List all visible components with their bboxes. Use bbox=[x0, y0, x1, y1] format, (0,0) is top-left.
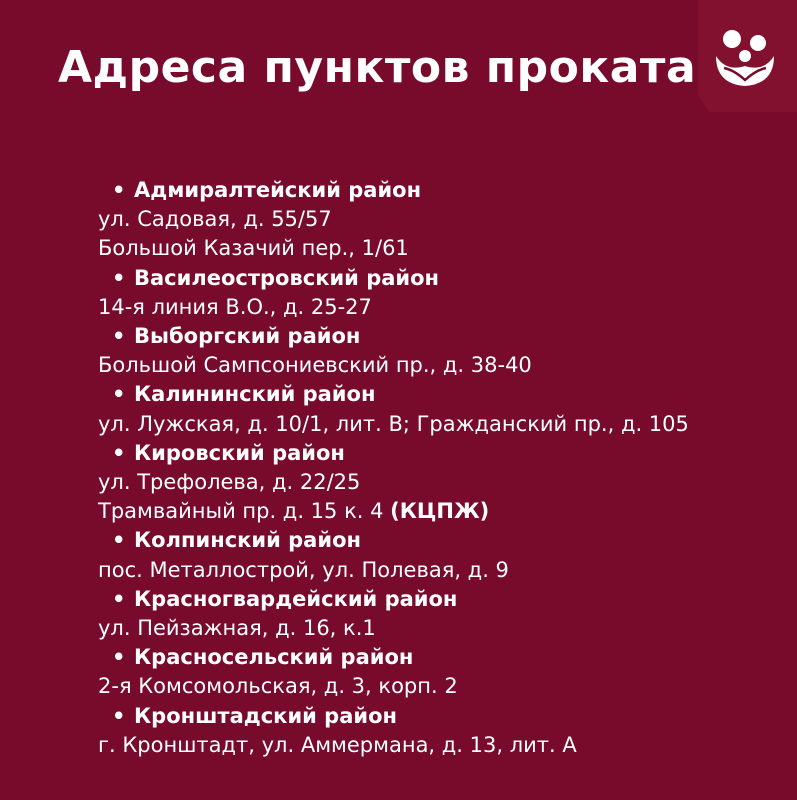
district-heading: • Кронштадский район bbox=[98, 702, 689, 731]
address: ул. Лужская, д. 10/1, лит. В; Граждански… bbox=[98, 410, 689, 439]
address: Большой Сампсониевский пр., д. 38-40 bbox=[98, 351, 689, 380]
district-heading: • Василеостровский район bbox=[98, 264, 689, 293]
address-text: г. Кронштадт, ул. Аммермана, д. 13, лит.… bbox=[98, 732, 577, 757]
address-text: Большой Сампсониевский пр., д. 38-40 bbox=[98, 353, 532, 378]
address-text: 14-я линия В.О., д. 25-27 bbox=[98, 294, 372, 319]
address: ул. Садовая, д. 55/57 bbox=[98, 205, 689, 234]
address-text: ул. Лужская, д. 10/1, лит. В; Граждански… bbox=[98, 411, 689, 436]
district-name: Кронштадский район bbox=[134, 703, 398, 728]
bullet: • bbox=[112, 178, 126, 202]
address-text: пос. Металлострой, ул. Полевая, д. 9 bbox=[98, 557, 509, 582]
bullet: • bbox=[112, 440, 126, 465]
address-text: 2-я Комсомольская, д. 3, корп. 2 bbox=[98, 674, 458, 699]
address-list: • Адмиралтейский район ул. Садовая, д. 55/… bbox=[98, 176, 689, 760]
district-heading: • Колпинский район bbox=[98, 526, 689, 555]
district-name: Колпинский район bbox=[134, 528, 362, 553]
district-heading: • Выборгский район bbox=[98, 322, 689, 351]
address: пос. Металлострой, ул. Полевая, д. 9 bbox=[98, 556, 689, 585]
district-heading: • Адмиралтейский район bbox=[98, 176, 689, 205]
address-note: (КЦПЖ) bbox=[390, 499, 490, 524]
bullet: • bbox=[112, 382, 126, 407]
address: ул. Пейзажная, д. 16, к.1 bbox=[98, 614, 689, 643]
district-heading: • Красногвардейский район bbox=[98, 585, 689, 614]
address: 14-я линия В.О., д. 25-27 bbox=[98, 293, 689, 322]
district-name: Кировский район bbox=[134, 440, 345, 465]
bullet: • bbox=[112, 265, 126, 290]
district-name: Красносельский район bbox=[134, 645, 414, 670]
address-text: ул. Трефолева, д. 22/25 bbox=[98, 470, 361, 495]
district-name: Василеостровский район bbox=[134, 265, 440, 290]
bullet: • bbox=[112, 528, 126, 553]
district-heading: • Кировский район bbox=[98, 439, 689, 468]
bullet: • bbox=[112, 645, 126, 670]
address-text: Трамвайный пр. д. 15 к. 4 bbox=[98, 499, 384, 524]
address: 2-я Комсомольская, д. 3, корп. 2 bbox=[98, 672, 689, 701]
address: ул. Трефолева, д. 22/25 bbox=[98, 468, 689, 497]
page-title: Адреса пунктов проката bbox=[58, 42, 697, 93]
district-heading: • Калининский район bbox=[98, 380, 689, 409]
bullet: • bbox=[112, 703, 126, 728]
district-name: Адмиралтейский район bbox=[134, 178, 422, 202]
address: Большой Казачий пер., 1/61 bbox=[98, 234, 689, 263]
address-text: ул. Садовая, д. 55/57 bbox=[98, 207, 332, 232]
address-text: Большой Казачий пер., 1/61 bbox=[98, 236, 409, 261]
district-name: Калининский район bbox=[134, 382, 376, 407]
bullet: • bbox=[112, 586, 126, 611]
district-name: Красногвардейский район bbox=[134, 586, 458, 611]
address: г. Кронштадт, ул. Аммермана, д. 13, лит.… bbox=[98, 731, 689, 760]
district-heading: • Красносельский район bbox=[98, 643, 689, 672]
address: Трамвайный пр. д. 15 к. 4 (КЦПЖ) bbox=[98, 497, 689, 526]
bullet: • bbox=[112, 324, 126, 349]
address-text: ул. Пейзажная, д. 16, к.1 bbox=[98, 616, 376, 641]
family-in-hands-icon bbox=[716, 30, 774, 86]
district-name: Выборгский район bbox=[134, 324, 361, 349]
